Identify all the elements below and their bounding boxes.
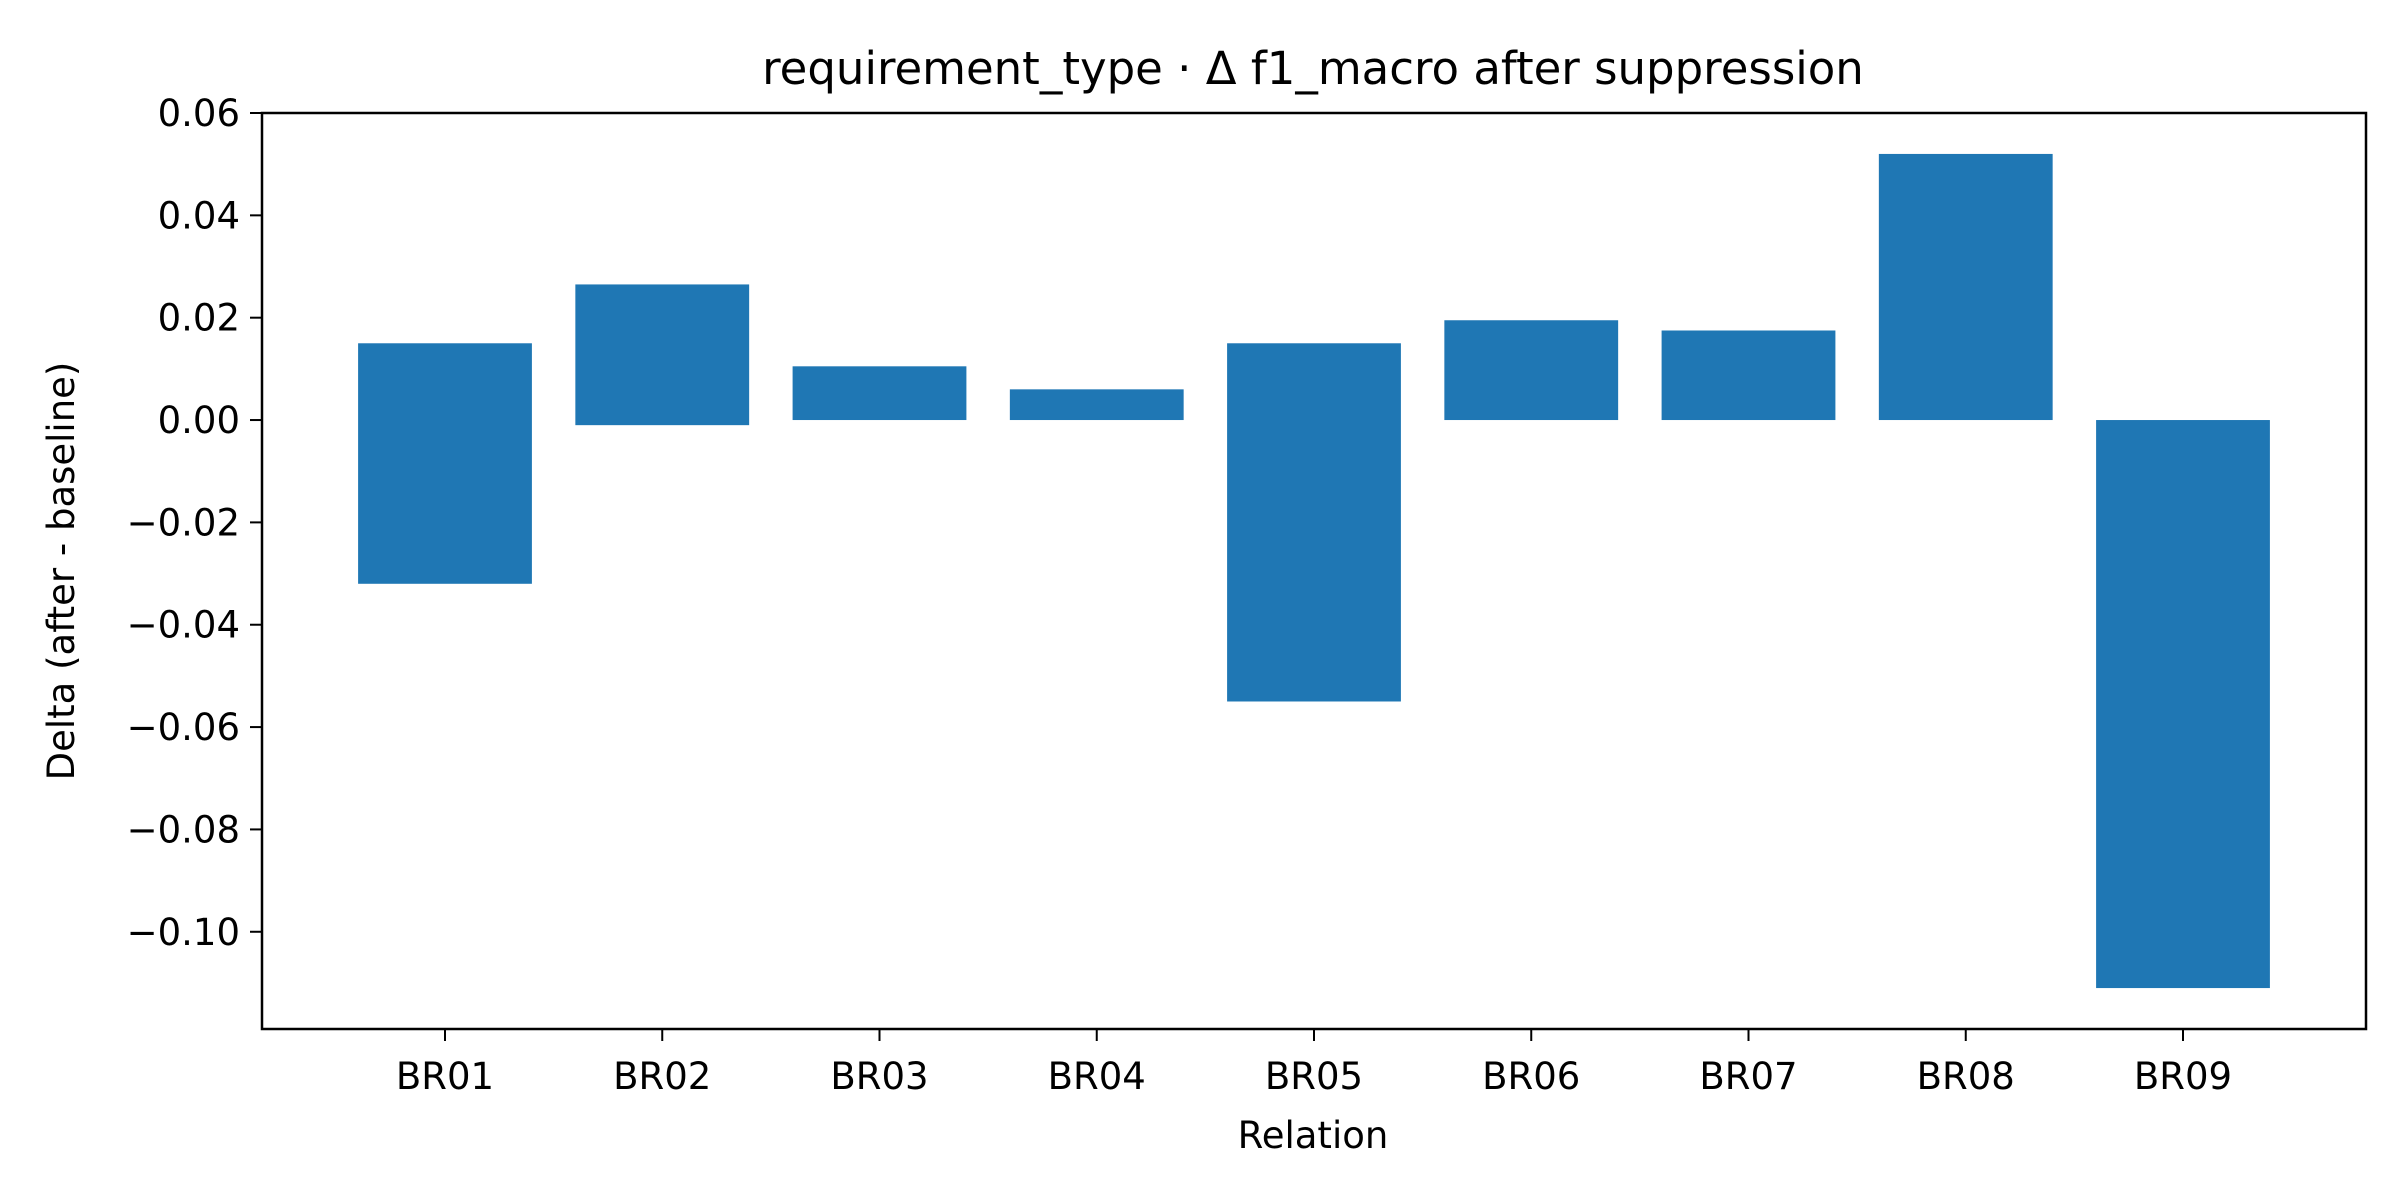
y-tick-label: −0.04 (127, 604, 240, 647)
x-axis-ticks: BR01 BR02 BR03 BR04 BR05 BR06 BR07 BR08 BR09 (396, 1029, 2232, 1098)
x-tick-label: BR03 (830, 1055, 928, 1098)
bar-br02 (575, 284, 750, 426)
y-axis-ticks: 0.06 0.04 0.02 0.00 −0.02 −0.04 −0.06 −0.08 −0.1… (127, 92, 262, 954)
x-tick-label: BR04 (1048, 1055, 1146, 1098)
y-tick-label: 0.02 (158, 297, 240, 340)
y-axis-label: Delta (after - baseline) (40, 362, 83, 781)
y-tick-label: −0.02 (127, 501, 240, 544)
x-tick-label: BR08 (1917, 1055, 2015, 1098)
x-tick-label: BR05 (1265, 1055, 1363, 1098)
x-tick-label: BR02 (613, 1055, 711, 1098)
chart-title: requirement_type · Δ f1_macro after supp… (762, 42, 1864, 95)
x-axis-label: Relation (1238, 1114, 1389, 1157)
bar-br07 (1661, 330, 1836, 421)
bars-group (358, 153, 2270, 989)
bar-br09 (2096, 420, 2270, 989)
y-tick-label: −0.10 (127, 911, 240, 954)
bar-br08 (1878, 153, 2053, 421)
x-tick-label: BR09 (2134, 1055, 2232, 1098)
y-tick-label: 0.00 (158, 399, 240, 442)
y-tick-label: −0.06 (127, 706, 240, 749)
bar-br06 (1444, 320, 1619, 421)
x-tick-label: BR07 (1699, 1055, 1797, 1098)
y-tick-label: −0.08 (127, 808, 240, 851)
y-tick-label: 0.04 (158, 194, 240, 237)
bar-br04 (1009, 389, 1184, 421)
y-tick-label: 0.06 (158, 92, 240, 135)
bar-br05 (1227, 343, 1401, 702)
bar-br01 (358, 343, 532, 584)
x-tick-label: BR01 (396, 1055, 494, 1098)
x-tick-label: BR06 (1482, 1055, 1580, 1098)
bar-br03 (792, 366, 967, 421)
